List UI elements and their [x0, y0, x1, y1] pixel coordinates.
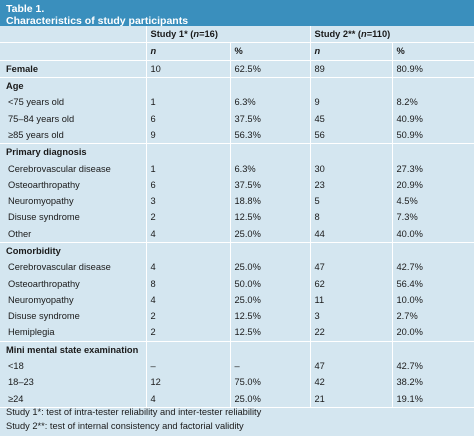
section-row-diagnosis: Primary diagnosis: [0, 143, 474, 161]
study2-pct-header: %: [391, 42, 474, 61]
table-row: 18–23 12 75.0% 42 38.2%: [0, 374, 474, 391]
table-row: ≥85 years old 9 56.3% 56 50.9%: [0, 126, 474, 145]
table-row: Other 4 25.0% 44 40.0%: [0, 225, 474, 243]
table-row: Cerebrovascular disease 1 6.3% 30 27.3%: [0, 160, 474, 177]
table-row: Hemiplegia 2 12.5% 22 20.0%: [0, 324, 474, 342]
table-row: Neuromyopathy 3 18.8% 5 4.5%: [0, 192, 474, 210]
footnote-study1: Study 1*: test of intra-tester reliabili…: [6, 407, 262, 417]
table-row: Neuromyopathy 4 25.0% 11 10.0%: [0, 291, 474, 309]
table-row: Disuse syndrome 2 12.5% 8 7.3%: [0, 209, 474, 226]
study-header-row: Study 1* (n=16) Study 2** (n=110): [0, 26, 474, 44]
table-row: ≥24 4 25.0% 21 19.1%: [0, 390, 474, 408]
table-label: Table 1.: [6, 3, 45, 15]
table-row: Cerebrovascular disease 4 25.0% 47 42.7%: [0, 259, 474, 276]
section-row-mmse: Mini mental state examination: [0, 341, 474, 358]
study1-pct-header: %: [229, 42, 311, 61]
section-row-comorbidity: Comorbidity: [0, 242, 474, 260]
table-row: Osteoarthropathy 6 37.5% 23 20.9%: [0, 176, 474, 193]
table-row: Female 10 62.5% 89 80.9%: [0, 60, 474, 78]
footnote-study2: Study 2**: test of internal consistency …: [6, 420, 244, 431]
table-row: 75–84 years old 6 37.5% 45 40.9%: [0, 110, 474, 127]
study1-n-header: n: [145, 42, 230, 61]
section-row-age: Age: [0, 77, 474, 95]
characteristics-table: Study 1* (n=16) Study 2** (n=110) n % n …: [0, 26, 474, 408]
study2-header: Study 2** (n=110): [309, 26, 474, 44]
table-row: <18 – – 47 42.7%: [0, 357, 474, 375]
table-row: Disuse syndrome 2 12.5% 3 2.7%: [0, 308, 474, 325]
table-row: <75 years old 1 6.3% 9 8.2%: [0, 94, 474, 111]
subheader-row: n % n %: [0, 42, 474, 61]
table-footnotes: Study 1*: test of intra-tester reliabili…: [0, 404, 474, 435]
table-caption: Characteristics of study participants: [6, 15, 189, 27]
table-row: Osteoarthropathy 8 50.0% 62 56.4%: [0, 275, 474, 292]
study1-header: Study 1* (n=16): [145, 26, 311, 44]
table-header: Table 1. Characteristics of study partic…: [0, 0, 474, 27]
study2-n-header: n: [309, 42, 393, 61]
